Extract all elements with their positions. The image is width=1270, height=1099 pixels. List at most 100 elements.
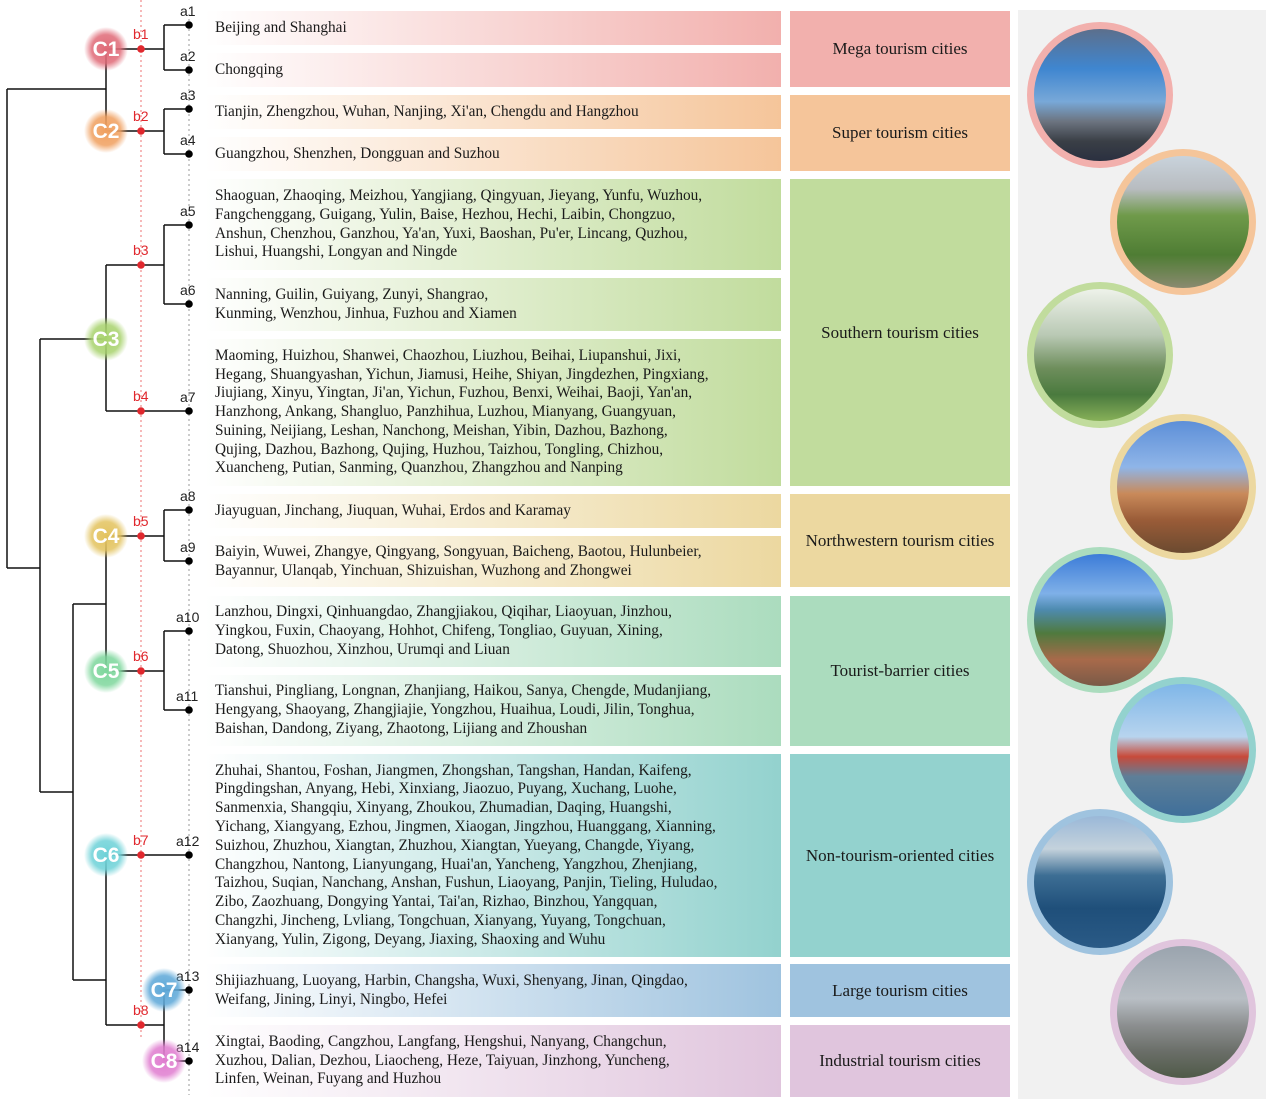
- cluster-badge: [84, 514, 128, 558]
- cluster-badge: [84, 27, 128, 71]
- branch-node: [137, 1021, 145, 1029]
- branch-node: [137, 407, 145, 415]
- category-label: Large tourism cities: [832, 980, 968, 1000]
- city-group-text: Lanzhou, Dingxi, Qinhuangdao, Zhangjiako…: [215, 603, 672, 658]
- leaf-node: [185, 1057, 193, 1065]
- city-group-text: Tianshui, Pingliang, Longnan, Zhanjiang,…: [215, 682, 712, 737]
- city-group-text: Baiyin, Wuwei, Zhangye, Qingyang, Songyu…: [215, 542, 702, 579]
- leaf-node: [185, 300, 193, 308]
- leaf-node: [185, 627, 193, 635]
- category-label: Super tourism cities: [832, 123, 968, 142]
- city-group-row: Baiyin, Wuwei, Zhangye, Qingyang, Songyu…: [205, 536, 781, 587]
- category-label: Tourist-barrier cities: [830, 661, 970, 680]
- leaf-node: [185, 851, 193, 859]
- leaf-node: [185, 407, 193, 415]
- leaf-node: [185, 506, 193, 514]
- photo-panel: [1018, 10, 1266, 1099]
- cluster-label: C6: [93, 844, 120, 867]
- category-box: Large tourism cities: [790, 964, 1010, 1017]
- cluster-badge: [84, 649, 128, 693]
- branch-label: b8: [133, 1002, 149, 1018]
- category-box: Non-tourism-oriented cities: [790, 754, 1010, 957]
- category-box: Super tourism cities: [790, 95, 1010, 171]
- city-group-text: Jiayuguan, Jinchang, Jiuquan, Wuhai, Erd…: [215, 501, 571, 519]
- branch-node: [137, 532, 145, 540]
- port-cranes-photo: [1110, 677, 1256, 823]
- leaf-label: a8: [180, 488, 196, 504]
- branch-label: b1: [133, 26, 149, 42]
- leaf-label: a2: [180, 48, 196, 64]
- city-group-row: Tianshui, Pingliang, Longnan, Zhanjiang,…: [205, 675, 781, 746]
- city-group-text: Maoming, Huizhou, Shanwei, Chaozhou, Liu…: [215, 346, 709, 477]
- city-group-row: Shijiazhuang, Luoyang, Harbin, Changsha,…: [205, 964, 781, 1017]
- leaf-node: [185, 557, 193, 565]
- city-group-row: Beijing and Shanghai: [205, 11, 781, 45]
- leaf-label: a11: [176, 688, 199, 704]
- cluster-badge: [84, 109, 128, 153]
- leaf-node: [185, 986, 193, 994]
- city-group-row: Chongqing: [205, 53, 781, 87]
- cluster-label: C7: [151, 979, 178, 1002]
- cluster-label: C1: [93, 38, 120, 61]
- leaf-node: [185, 21, 193, 29]
- branch-node: [137, 261, 145, 269]
- cluster-label: C4: [93, 525, 120, 548]
- city-group-text: Tianjin, Zhengzhou, Wuhan, Nanjing, Xi'a…: [215, 102, 639, 120]
- branch-label: b5: [133, 513, 149, 529]
- category-box: Tourist-barrier cities: [790, 596, 1010, 746]
- cluster-label: C2: [93, 120, 120, 143]
- category-label: Southern tourism cities: [821, 322, 979, 342]
- cluster-badge: [84, 317, 128, 361]
- leaf-node: [185, 66, 193, 74]
- city-group-row: Maoming, Huizhou, Shanwei, Chaozhou, Liu…: [205, 339, 781, 486]
- cluster-label: C3: [93, 328, 120, 351]
- city-group-text: Shijiazhuang, Luoyang, Harbin, Changsha,…: [215, 971, 688, 1008]
- city-group-text: Shaoguan, Zhaoqing, Meizhou, Yangjiang, …: [215, 186, 703, 261]
- leaf-label: a10: [176, 609, 200, 625]
- city-group-text: Chongqing: [215, 60, 283, 78]
- karst-mountains-photo: [1027, 282, 1173, 428]
- leaf-node: [185, 221, 193, 229]
- category-label: Northwestern tourism cities: [805, 530, 995, 550]
- leaf-label: a6: [180, 282, 196, 298]
- cluster-badge: [142, 968, 186, 1012]
- branch-label: b3: [133, 242, 149, 258]
- branch-label: b2: [133, 108, 149, 124]
- city-group-row: Shaoguan, Zhaoqing, Meizhou, Yangjiang, …: [205, 179, 781, 270]
- leaf-node: [185, 150, 193, 158]
- branch-label: b6: [133, 648, 149, 664]
- city-group-text: Guangzhou, Shenzhen, Dongguan and Suzhou: [215, 144, 500, 162]
- branch-node: [137, 127, 145, 135]
- city-group-row: Tianjin, Zhengzhou, Wuhan, Nanjing, Xi'a…: [205, 95, 781, 129]
- city-group-row: Jiayuguan, Jinchang, Jiuquan, Wuhai, Erd…: [205, 494, 781, 528]
- coastal-town-photo: [1027, 547, 1173, 693]
- category-label: Non-tourism-oriented cities: [805, 845, 995, 865]
- leaf-label: a5: [180, 203, 196, 219]
- branch-label: b7: [133, 832, 149, 848]
- city-group-row: Lanzhou, Dingxi, Qinhuangdao, Zhangjiako…: [205, 596, 781, 667]
- city-group-row: Xingtai, Baoding, Cangzhou, Langfang, He…: [205, 1025, 781, 1097]
- category-label: Industrial tourism cities: [819, 1051, 981, 1070]
- pagoda-photo: [1110, 149, 1256, 295]
- branch-node: [137, 851, 145, 859]
- city-group-text: Xingtai, Baoding, Cangzhou, Langfang, He…: [215, 1032, 670, 1088]
- city-group-text: Beijing and Shanghai: [215, 18, 347, 36]
- branch-node: [137, 667, 145, 675]
- industrial-plant-photo: [1110, 939, 1256, 1085]
- cluster-badge: [84, 833, 128, 877]
- cluster-label: C5: [93, 660, 120, 683]
- cluster-label: C8: [151, 1050, 178, 1073]
- leaf-node: [185, 706, 193, 714]
- category-box: Northwestern tourism cities: [790, 494, 1010, 587]
- category-box: Industrial tourism cities: [790, 1025, 1010, 1097]
- leaf-label: a4: [180, 132, 196, 148]
- category-box: Mega tourism cities: [790, 11, 1010, 87]
- branch-node: [137, 45, 145, 53]
- city-skyline-photo: [1027, 22, 1173, 168]
- desert-photo: [1110, 414, 1256, 560]
- city-group-text: Zhuhai, Shantou, Foshan, Jiangmen, Zhong…: [215, 761, 718, 948]
- branch-label: b4: [133, 388, 149, 404]
- leaf-label: a12: [176, 833, 200, 849]
- city-group-row: Guangzhou, Shenzhen, Dongguan and Suzhou: [205, 137, 781, 171]
